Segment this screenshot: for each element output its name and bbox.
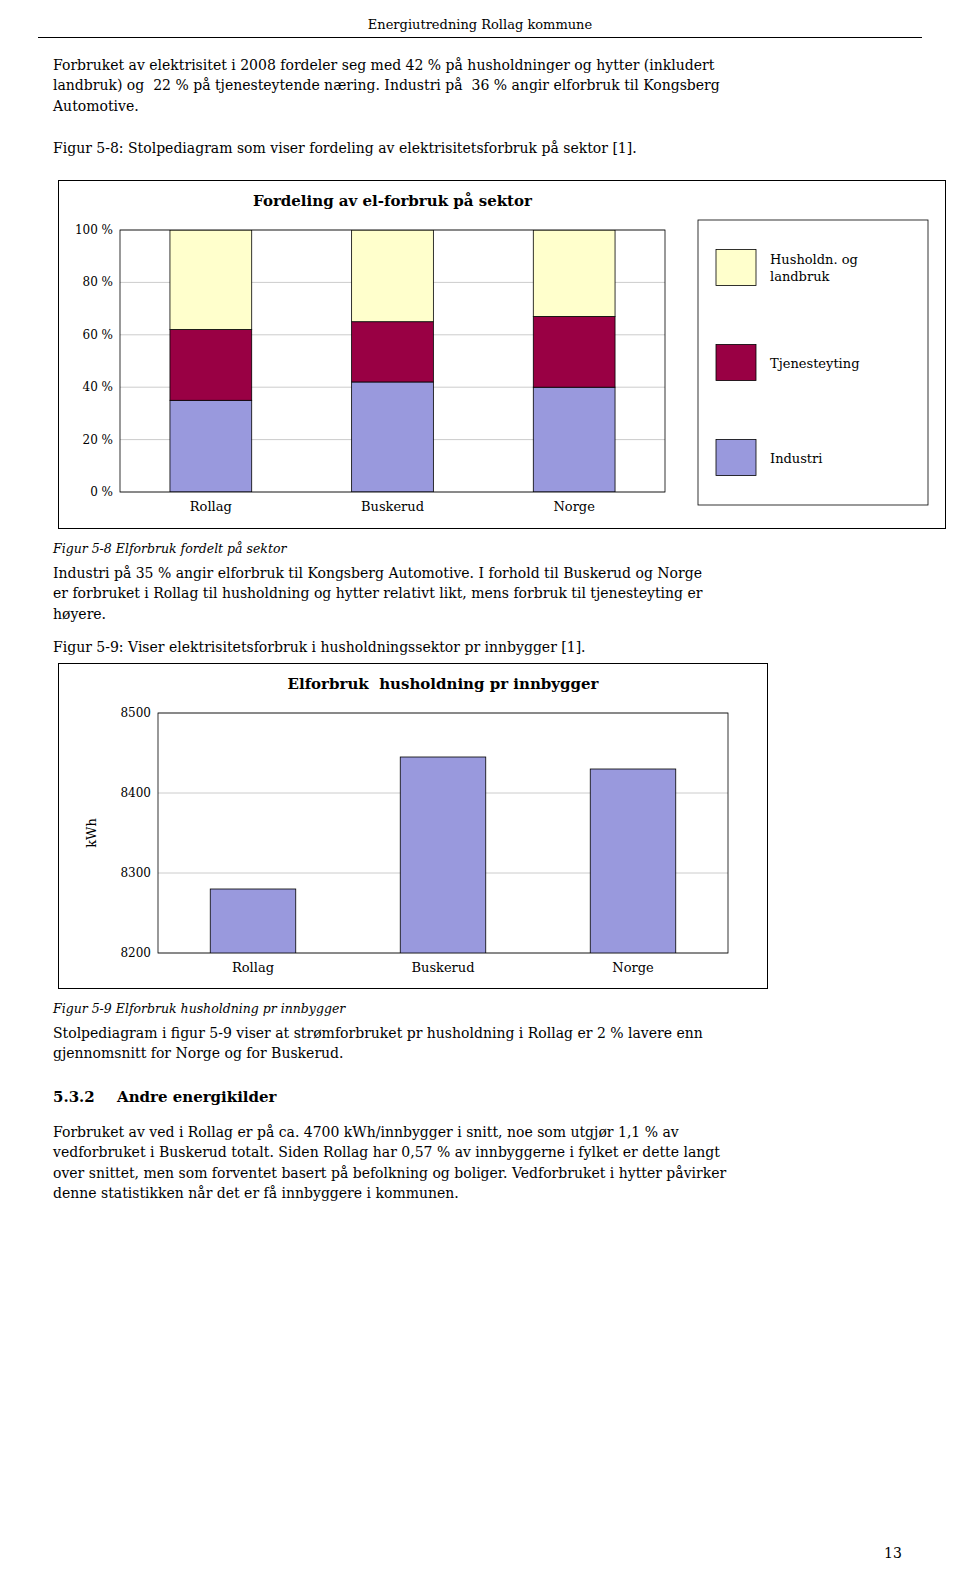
x-tick-label: Rollag	[190, 499, 232, 514]
y-axis-label: kWh	[84, 818, 99, 848]
bars	[170, 230, 615, 492]
plot-frame	[120, 230, 665, 492]
section-heading: Andre energikilder	[117, 1088, 277, 1106]
paragraph: Figur 5-8: Stolpediagram som viser forde…	[53, 138, 933, 158]
chart: Fordeling av el-forbruk på sektor 0 % 20 %…	[58, 180, 946, 529]
x-tick-label: Buskerud	[361, 499, 424, 514]
bar-segment	[352, 322, 434, 382]
bar-segment	[352, 230, 434, 322]
paragraph: Forbruket av elektrisitet i 2008 fordele…	[53, 55, 933, 116]
section-number: 5.3.2	[53, 1088, 95, 1106]
legend-swatch	[716, 345, 756, 381]
caption: Figur 5-9 Elforbruk husholdning pr innby…	[53, 1000, 933, 1018]
legend: Husholdn. oglandbruk Tjenesteyting Industr…	[698, 220, 928, 505]
y-tick-label: 80 %	[83, 275, 114, 289]
bar	[210, 889, 296, 953]
x-tick-label: Buskerud	[411, 960, 474, 975]
x-tick-label: Norge	[553, 499, 595, 514]
page-title: Energiutredning Rollag kommune	[0, 17, 960, 32]
bar-segment	[170, 330, 252, 401]
plot-frame	[158, 713, 728, 953]
x-tick-label: Norge	[612, 960, 654, 975]
bar-segment	[533, 230, 615, 316]
legend-swatch	[716, 250, 756, 286]
legend-frame	[698, 220, 928, 505]
y-tick-label: 8300	[120, 866, 151, 880]
chart-title: Elforbruk husholdning pr innbygger	[288, 675, 600, 693]
caption: Figur 5-8 Elforbruk fordelt på sektor	[53, 540, 933, 558]
y-tick-label: 0 %	[90, 485, 113, 499]
paragraph: Forbruket av ved i Rollag er på ca. 4700…	[53, 1122, 933, 1203]
x-tick-label: Rollag	[232, 960, 274, 975]
bar	[400, 757, 486, 953]
paragraph: Stolpediagram i figur 5-9 viser at strøm…	[53, 1023, 933, 1064]
bar-segment	[352, 382, 434, 492]
chart: Elforbruk husholdning pr innbygger 8200 83…	[58, 663, 768, 989]
bars	[210, 757, 676, 953]
legend-entry: Husholdn. oglandbruk	[770, 252, 858, 284]
chart-title: Fordeling av el-forbruk på sektor	[253, 192, 533, 210]
legend-entry: Tjenesteyting	[770, 356, 859, 371]
y-tick-label: 40 %	[83, 380, 114, 394]
y-tick-label: 100 %	[75, 223, 113, 237]
paragraph: Industri på 35 % angir elforbruk til Kon…	[53, 563, 933, 624]
y-tick-label: 8500	[120, 706, 151, 720]
page-number: 13	[853, 1545, 933, 1561]
paragraph: Figur 5-9: Viser elektrisitetsforbruk i …	[53, 637, 933, 657]
header-rule	[38, 37, 922, 38]
chart-border	[59, 181, 946, 529]
bar-segment	[533, 387, 615, 492]
y-tick-label: 20 %	[83, 433, 114, 447]
y-tick-label: 8200	[120, 946, 151, 960]
bar	[590, 769, 676, 953]
bar-segment	[170, 230, 252, 330]
bar-segment	[533, 316, 615, 387]
y-tick-label: 60 %	[83, 328, 114, 342]
bar-segment	[170, 400, 252, 492]
legend-entry: Industri	[770, 451, 822, 466]
legend-swatch	[716, 440, 756, 476]
y-tick-label: 8400	[120, 786, 151, 800]
